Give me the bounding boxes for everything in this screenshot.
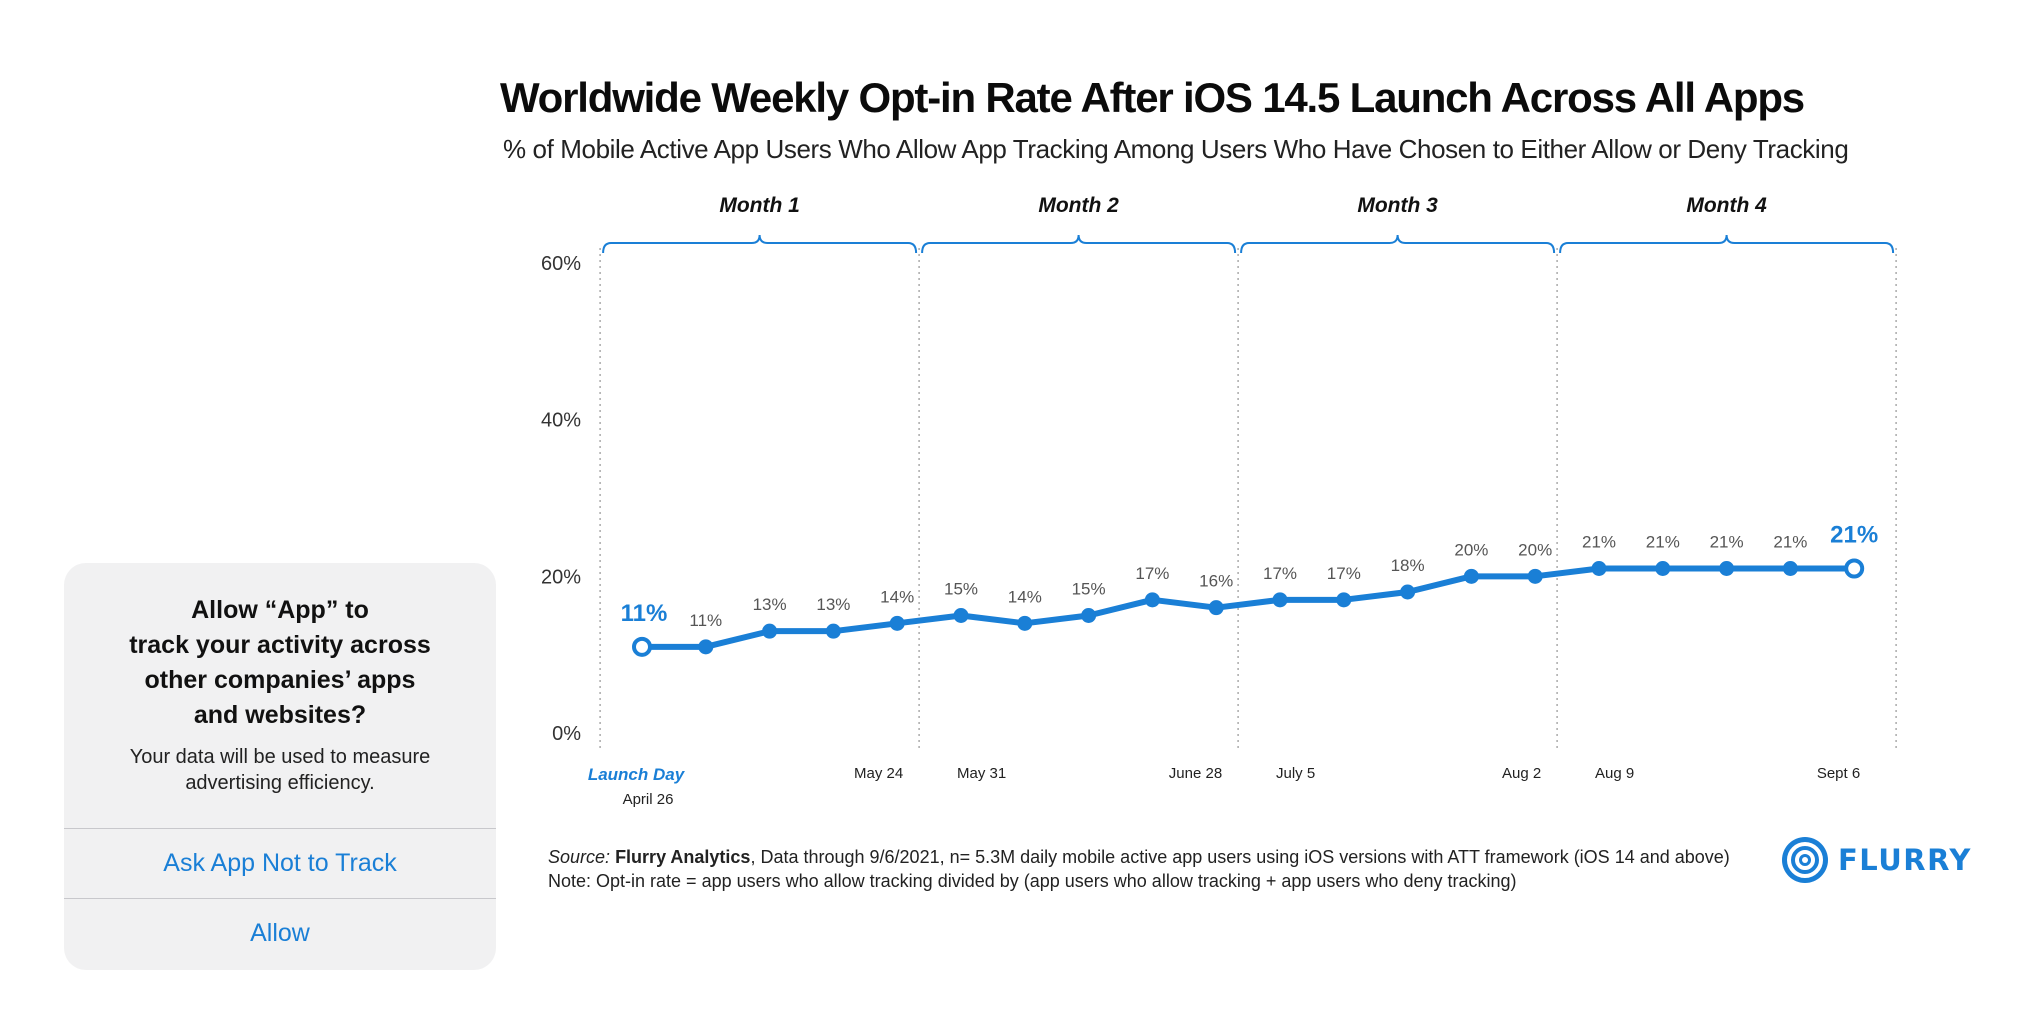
month-label: Month 2 <box>1038 194 1119 217</box>
source-label: Source: <box>548 847 611 867</box>
data-point <box>1844 558 1865 579</box>
allow-button[interactable]: Allow <box>250 919 310 947</box>
data-label: 21% <box>1646 533 1680 552</box>
logo-text: FLURRY <box>1838 843 1972 877</box>
data-point <box>825 623 841 639</box>
data-label: 15% <box>944 580 978 599</box>
data-label: 17% <box>1327 564 1361 583</box>
data-label: 11% <box>689 611 722 630</box>
month-label: Month 1 <box>719 194 799 217</box>
data-point <box>1144 592 1160 608</box>
series-line <box>642 565 1855 650</box>
x-tick-label: Sept 6 <box>1817 765 1860 782</box>
data-point <box>1272 592 1288 608</box>
data-point <box>1336 592 1352 608</box>
data-label: 17% <box>1263 564 1297 583</box>
source-details: , Data through 9/6/2021, n= 5.3M daily m… <box>750 847 1730 867</box>
data-point <box>1655 561 1671 576</box>
month-bracket <box>602 234 918 254</box>
dialog-message: Your data will be used to measure advert… <box>129 746 431 794</box>
data-point <box>1400 584 1416 600</box>
data-point <box>698 639 714 655</box>
data-point <box>1017 615 1033 631</box>
x-tick-label: May 31 <box>957 765 1006 782</box>
x-tick-label: Aug 9 <box>1595 765 1634 782</box>
data-point <box>1527 568 1543 584</box>
flurry-logo-icon <box>1782 837 1828 883</box>
month-label: Month 3 <box>1357 194 1438 217</box>
x-tick-label: June 28 <box>1169 765 1222 782</box>
y-tick-label: 60% <box>541 253 581 275</box>
month-label: Month 4 <box>1686 194 1767 217</box>
y-tick-label: 40% <box>541 410 581 432</box>
data-point <box>1591 561 1607 576</box>
tracking-permission-dialog: Allow “App” to track your activity acros… <box>64 563 496 970</box>
data-point <box>953 608 969 623</box>
month-bracket <box>1240 234 1556 254</box>
chart-subtitle: % of Mobile Active App Users Who Allow A… <box>503 134 1849 164</box>
data-label: 16% <box>1199 572 1233 591</box>
source-line: Source: Flurry Analytics, Data through 9… <box>548 845 1730 869</box>
chart-title: Worldwide Weekly Opt-in Rate After iOS 1… <box>500 74 1805 121</box>
data-point <box>889 615 905 631</box>
data-label: 21% <box>1830 522 1878 549</box>
data-label: 21% <box>1773 533 1807 552</box>
data-label: 20% <box>1454 540 1488 559</box>
data-label: 15% <box>1072 580 1106 599</box>
month-bracket <box>1559 234 1895 254</box>
data-point <box>632 636 652 657</box>
data-point <box>1081 608 1097 623</box>
data-label: 20% <box>1518 540 1552 559</box>
flurry-logo: FLURRY <box>1780 835 1972 885</box>
dialog-title: Allow “App” to track your activity acros… <box>129 596 431 729</box>
data-point <box>1719 561 1735 576</box>
y-tick-label: 20% <box>541 566 581 588</box>
x-tick-sublabel: Launch Day <box>588 765 686 784</box>
month-bracket <box>921 234 1237 254</box>
data-label: 14% <box>1008 587 1042 606</box>
note-line: Note: Opt-in rate = app users who allow … <box>548 871 1517 891</box>
ask-not-to-track-button[interactable]: Ask App Not to Track <box>163 849 397 877</box>
data-label: 21% <box>1582 533 1616 552</box>
data-point <box>762 623 778 639</box>
dialog-divider <box>64 898 496 899</box>
data-label: 17% <box>1135 564 1169 583</box>
data-label: 18% <box>1391 556 1425 575</box>
dialog-divider <box>64 828 496 829</box>
data-point <box>1208 600 1224 616</box>
data-label: 13% <box>816 595 850 614</box>
x-tick-label: Aug 2 <box>1502 765 1541 782</box>
x-tick-label: May 24 <box>854 765 903 782</box>
source-name: Flurry Analytics <box>615 847 751 867</box>
data-point <box>1463 568 1479 584</box>
data-label: 13% <box>753 595 787 614</box>
x-tick-label: July 5 <box>1276 765 1315 782</box>
data-point <box>1782 561 1798 576</box>
source-note: Source: Flurry Analytics, Data through 9… <box>548 845 1730 893</box>
y-tick-label: 0% <box>552 723 581 745</box>
data-label: 14% <box>880 587 914 606</box>
x-tick-label: April 26 <box>623 791 674 808</box>
data-label: 21% <box>1710 533 1744 552</box>
data-label: 11% <box>621 600 668 627</box>
